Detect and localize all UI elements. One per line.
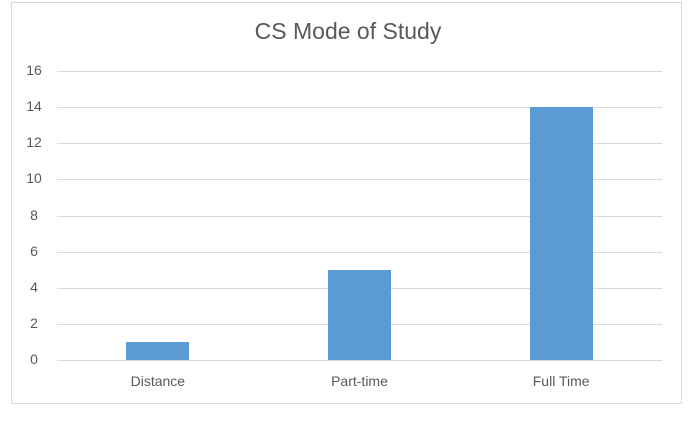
y-tick-label: 0 xyxy=(30,351,38,367)
bar-distance xyxy=(126,341,190,360)
y-tick-label: 10 xyxy=(26,170,42,187)
gridline xyxy=(57,143,662,145)
gridline xyxy=(57,360,662,361)
gridline xyxy=(57,251,662,253)
x-tick-label: Part-time xyxy=(331,373,388,389)
y-tick-label: 8 xyxy=(30,206,38,223)
x-tick-label: Full Time xyxy=(532,373,590,389)
y-tick-label: 12 xyxy=(26,134,42,151)
gridline xyxy=(57,179,662,181)
y-tick-label: 6 xyxy=(30,242,38,259)
y-tick-label: 14 xyxy=(26,98,42,115)
y-tick-label: 4 xyxy=(30,278,38,295)
x-tick-label: Distance xyxy=(130,373,186,389)
bar-part-time xyxy=(328,269,391,360)
bar-full-time xyxy=(529,107,593,360)
chart-title: CS Mode of Study xyxy=(254,18,442,44)
y-tick-label: 2 xyxy=(30,314,38,331)
gridline xyxy=(57,71,662,72)
gridline xyxy=(57,215,662,217)
y-tick-label: 16 xyxy=(26,62,42,78)
gridline xyxy=(57,107,662,109)
plot-area xyxy=(57,71,662,361)
